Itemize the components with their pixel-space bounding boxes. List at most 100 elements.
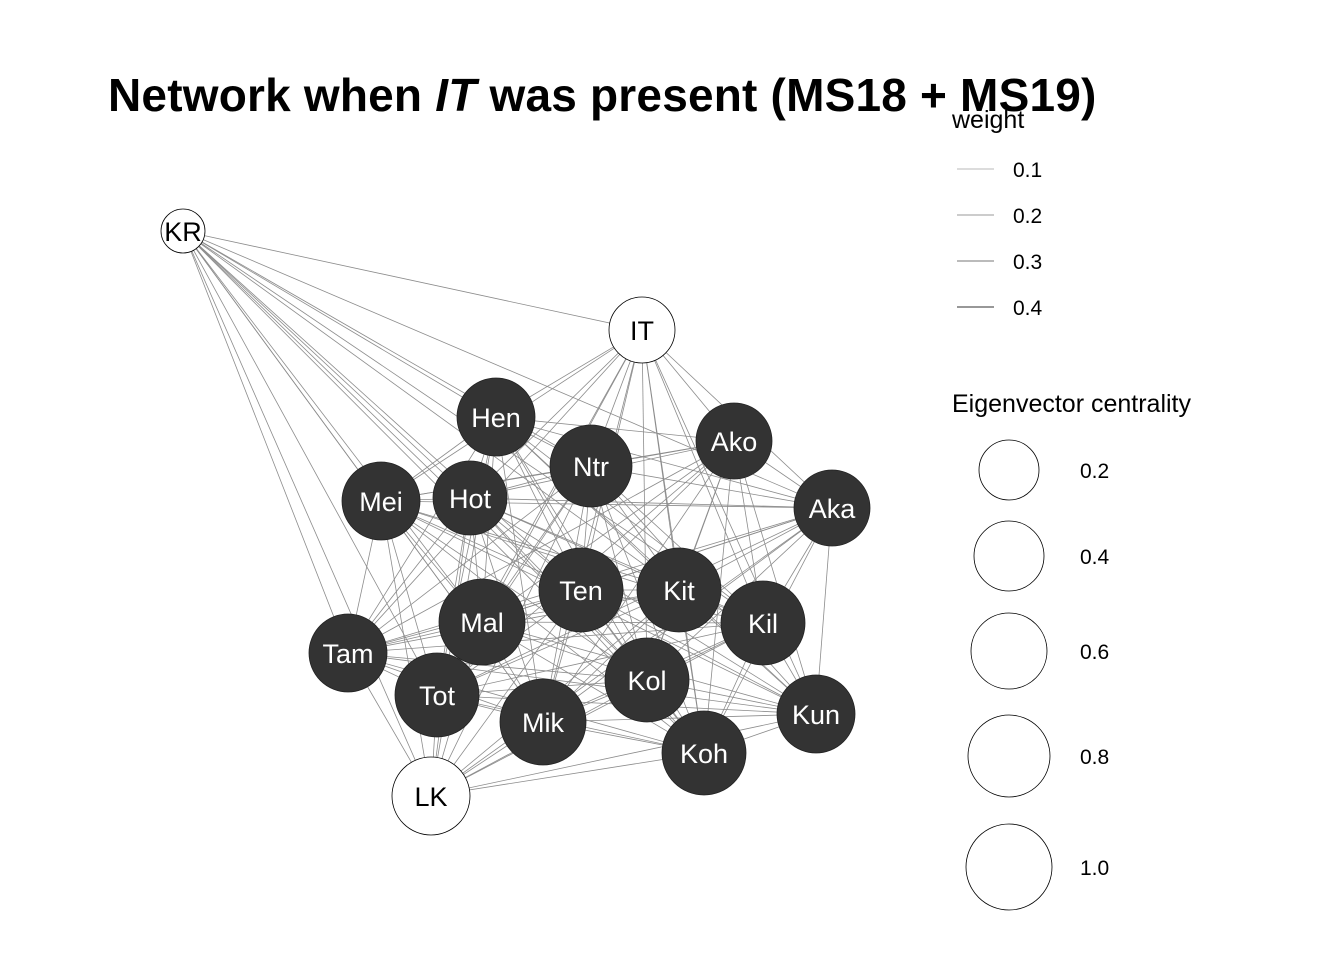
edge-KR-IT xyxy=(182,230,643,331)
edge-KR-Hot xyxy=(182,230,471,499)
edge-KR-Ten xyxy=(182,230,582,591)
node-kr: KR xyxy=(160,208,206,254)
node-kit: Kit xyxy=(636,547,722,633)
node-mik: Mik xyxy=(499,678,587,766)
node-label-mik: Mik xyxy=(522,708,564,738)
edge-IT-Mik xyxy=(542,329,643,723)
centrality-legend-title: Eigenvector centrality xyxy=(952,390,1192,418)
edge-Hen-Tam xyxy=(347,416,497,654)
edge-LK-Koh xyxy=(430,752,705,797)
node-label-ntr: Ntr xyxy=(573,452,609,482)
edge-Kit-Tot xyxy=(436,589,680,696)
edge-Mei-Kol xyxy=(380,500,648,681)
node-label-mal: Mal xyxy=(460,608,504,638)
node-circle-koh xyxy=(661,710,747,796)
node-circle-ten xyxy=(538,547,624,633)
node-circle-kil xyxy=(720,580,806,666)
edge-KR-Hen xyxy=(182,230,497,418)
node-circle-hot xyxy=(432,460,508,536)
node-it: IT xyxy=(608,296,676,364)
centrality-legend: Eigenvector centrality 0.2 0.4 0.6 0.8 1.0 xyxy=(952,390,1192,911)
node-label-kit: Kit xyxy=(663,576,695,606)
node-kun: Kun xyxy=(776,674,856,754)
edge-Ako-Kun xyxy=(733,440,817,715)
node-label-mei: Mei xyxy=(359,487,403,517)
weight-key-label: 0.1 xyxy=(1013,159,1042,182)
node-circle-aka xyxy=(793,469,871,547)
node-label-kr: KR xyxy=(164,217,202,247)
node-circle-tam xyxy=(308,613,388,693)
edge-Hen-Kol xyxy=(495,416,648,681)
edge-IT-Hot xyxy=(469,329,643,499)
node-label-kol: Kol xyxy=(627,666,666,696)
node-tam: Tam xyxy=(308,613,388,693)
edge-KR-Tot xyxy=(182,230,438,696)
centrality-key-label: 0.8 xyxy=(1080,746,1109,769)
edge-Mei-Kit xyxy=(380,500,680,591)
weight-key-label: 0.4 xyxy=(1013,297,1043,320)
node-layer: KR IT LK Hen Ako Ntr Mei Hot Aka Ten Kit Mal Kil Tam K… xyxy=(160,208,871,836)
edge-Aka-Tot xyxy=(436,507,833,696)
node-tot: Tot xyxy=(394,652,480,738)
edge-LK-Kun xyxy=(430,713,817,797)
node-lk: LK xyxy=(391,756,471,836)
weight-legend: weight 0.1 0.2 0.3 0.4 xyxy=(951,106,1043,320)
edge-Ako-Tam xyxy=(347,440,735,654)
title-emphasis: IT xyxy=(435,69,477,121)
node-circle-kol xyxy=(604,637,690,723)
node-mal: Mal xyxy=(438,578,526,666)
node-circle-tot xyxy=(394,652,480,738)
node-circle-mik xyxy=(499,678,587,766)
node-circle-kun xyxy=(776,674,856,754)
edge-Ntr-Tam xyxy=(347,465,592,654)
node-mei: Mei xyxy=(341,461,421,541)
node-label-lk: LK xyxy=(414,782,447,812)
edge-IT-Koh xyxy=(641,329,705,754)
edge-LK-Ten xyxy=(430,589,582,797)
edge-Kun-Mik xyxy=(542,713,817,723)
node-kol: Kol xyxy=(604,637,690,723)
edge-Kil-Tam xyxy=(347,622,764,654)
title-prefix: Network when xyxy=(108,69,436,121)
edge-KR-Mal xyxy=(182,230,483,623)
edge-Hen-Aka xyxy=(495,416,833,509)
node-circle-lk xyxy=(391,756,471,836)
node-circle-hen xyxy=(456,377,536,457)
node-label-tam: Tam xyxy=(322,639,373,669)
edge-Hen-Mik xyxy=(495,416,544,723)
node-label-hen: Hen xyxy=(471,403,521,433)
centrality-key-circle xyxy=(970,612,1048,690)
node-hen: Hen xyxy=(456,377,536,457)
node-aka: Aka xyxy=(793,469,871,547)
edge-Mal-Kil xyxy=(481,621,764,624)
node-circle-kr xyxy=(160,208,206,254)
node-circle-ako xyxy=(695,402,773,480)
edge-Tam-Kol xyxy=(347,652,648,681)
chart-title: Network when IT was present (MS18 + MS19… xyxy=(108,68,1097,122)
node-circle-mei xyxy=(341,461,421,541)
centrality-key-label: 0.2 xyxy=(1080,460,1109,483)
edge-KR-Tam xyxy=(182,230,349,654)
edge-Hen-Tot xyxy=(436,416,497,696)
node-label-aka: Aka xyxy=(809,494,857,524)
edge-KR-Kit xyxy=(182,230,680,591)
node-ten: Ten xyxy=(538,547,624,633)
node-ako: Ako xyxy=(695,402,773,480)
edge-LK-Kil xyxy=(430,622,764,797)
centrality-key-circle xyxy=(967,714,1051,798)
edge-Hot-Aka xyxy=(469,497,833,509)
node-label-it: IT xyxy=(630,316,654,346)
node-circle-kit xyxy=(636,547,722,633)
centrality-key-label: 1.0 xyxy=(1080,857,1109,880)
node-label-tot: Tot xyxy=(419,681,456,711)
centrality-key-circle xyxy=(965,823,1053,911)
node-koh: Koh xyxy=(661,710,747,796)
node-circle-mal xyxy=(438,578,526,666)
node-label-koh: Koh xyxy=(680,739,728,769)
node-circle-ntr xyxy=(549,424,633,508)
node-label-hot: Hot xyxy=(449,484,492,514)
node-label-kun: Kun xyxy=(792,700,840,730)
node-hot: Hot xyxy=(432,460,508,536)
centrality-key-circle xyxy=(973,520,1045,592)
